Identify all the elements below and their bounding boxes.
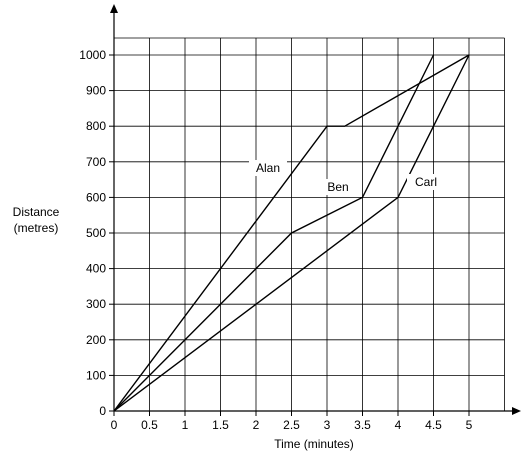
x-tick-label: 4 [395,418,402,432]
x-tick-label: 3 [324,418,331,432]
series-label-alan: Alan [256,161,280,175]
series-line-alan [113,54,470,412]
x-tick-label: 4.5 [425,418,442,432]
x-tick-label: 0.5 [141,418,158,432]
series-label-ben: Ben [327,180,348,194]
y-axis-label-line-2: (metres) [14,221,59,235]
y-tick-label: 800 [86,119,106,133]
series-label-carl: Carl [415,175,437,189]
series-lines [113,54,470,412]
grid [114,37,505,411]
x-tick-label: 2.5 [283,418,300,432]
series-label-background [322,179,354,195]
y-tick-label: 0 [99,404,106,418]
y-tick-label: 600 [86,190,106,204]
x-axis-label: Time (minutes) [274,437,354,451]
series-line-ben [113,54,435,412]
y-axis-label-line-1: Distance [13,205,60,219]
series-line-carl [113,54,470,412]
axes [110,4,521,415]
x-tick-label: 3.5 [354,418,371,432]
y-tick-label: 900 [86,84,106,98]
series-label-background [407,174,445,190]
series-label-background [249,160,287,176]
y-tick-label: 700 [86,155,106,169]
tick-labels: 0 0.5 1 1.5 2 2.5 3 3.5 4 4.5 5 0 100 200 300 400 500 600… [79,48,472,432]
y-tick-label: 400 [86,262,106,276]
y-tick-label: 100 [86,368,106,382]
y-tick-label: 1000 [79,48,106,62]
series-labels: Alan Ben Carl [249,160,445,195]
x-tick-label: 0 [111,418,118,432]
y-tick-label: 500 [86,226,106,240]
x-tick-label: 1 [182,418,189,432]
x-tick-label: 2 [253,418,260,432]
x-tick-label: 1.5 [212,418,229,432]
x-axis-arrow-icon [512,407,521,415]
y-tick-label: 200 [86,333,106,347]
y-axis-arrow-icon [110,4,118,13]
y-tick-label: 300 [86,297,106,311]
x-tick-label: 5 [466,418,473,432]
